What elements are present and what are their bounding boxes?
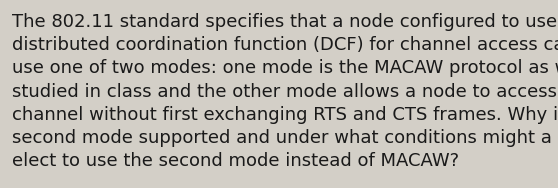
Text: use one of two modes: one mode is the MACAW protocol as we: use one of two modes: one mode is the MA… xyxy=(12,59,558,77)
Text: channel without first exchanging RTS and CTS frames. Why is the: channel without first exchanging RTS and… xyxy=(12,106,558,124)
Text: elect to use the second mode instead of MACAW?: elect to use the second mode instead of … xyxy=(12,152,459,170)
Text: distributed coordination function (DCF) for channel access can: distributed coordination function (DCF) … xyxy=(12,36,558,54)
Text: second mode supported and under what conditions might a node: second mode supported and under what con… xyxy=(12,129,558,147)
Text: The 802.11 standard specifies that a node configured to use the: The 802.11 standard specifies that a nod… xyxy=(12,13,558,31)
Text: studied in class and the other mode allows a node to access the: studied in class and the other mode allo… xyxy=(12,83,558,101)
